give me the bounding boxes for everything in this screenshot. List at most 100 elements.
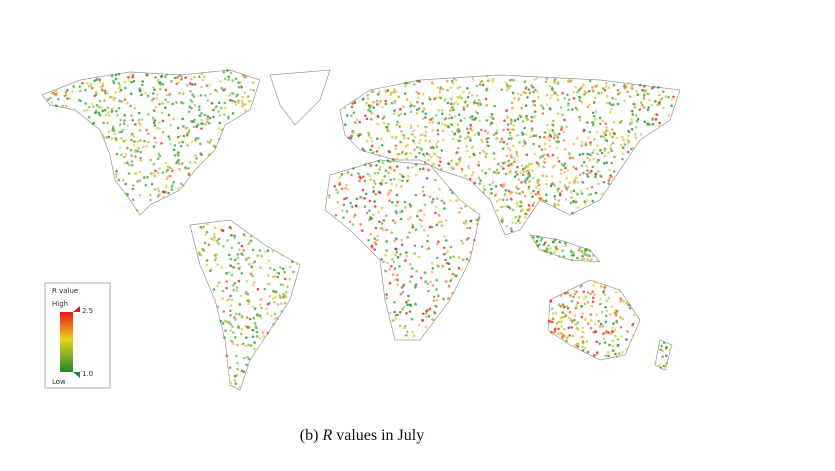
site-dot [354, 121, 357, 124]
site-dot [110, 137, 114, 140]
site-dot [256, 287, 260, 291]
site-dot [417, 255, 421, 259]
site-dot [605, 314, 608, 318]
site-dot [269, 266, 272, 270]
site-dot [524, 91, 528, 95]
site-dot [336, 201, 339, 204]
site-dot [229, 323, 232, 326]
site-dot [582, 290, 586, 294]
site-dot [92, 105, 95, 108]
site-dot [576, 328, 580, 332]
site-dot [221, 289, 225, 293]
site-dot [509, 162, 513, 166]
site-dot [518, 114, 521, 117]
site-dot [651, 117, 655, 120]
site-dot [274, 290, 277, 294]
site-dot [577, 296, 581, 299]
site-dot [571, 334, 574, 338]
site-dot [408, 81, 411, 85]
site-dot [154, 169, 157, 173]
site-dot [124, 152, 128, 156]
site-dot [506, 114, 510, 118]
site-dot [171, 183, 175, 186]
site-dot [232, 266, 235, 269]
site-dot [455, 78, 458, 82]
site-dot [551, 317, 555, 321]
site-dot [508, 171, 512, 175]
site-dot [562, 164, 565, 167]
site-dot [220, 87, 224, 90]
site-dot [634, 103, 638, 106]
site-dot [634, 114, 638, 117]
site-dot [158, 127, 161, 130]
site-dot [489, 192, 492, 195]
site-dot [101, 109, 105, 113]
site-dot [628, 122, 632, 126]
site-dot [592, 114, 596, 118]
site-dot [223, 88, 227, 91]
site-dot [352, 167, 355, 170]
site-dot [130, 154, 133, 157]
site-dot [542, 107, 545, 110]
site-dot [378, 154, 381, 157]
site-dot [460, 207, 463, 210]
site-dot [616, 102, 620, 106]
site-dot [387, 189, 391, 192]
site-dot [377, 146, 381, 150]
site-dot [194, 137, 198, 140]
site-dot [123, 161, 127, 165]
site-dot [164, 88, 168, 92]
site-dot [247, 100, 251, 103]
site-dot [359, 176, 362, 180]
site-dot [652, 85, 656, 89]
site-dot [234, 103, 238, 106]
site-dot [195, 157, 198, 160]
site-dot [555, 247, 558, 251]
site-dot [532, 142, 535, 146]
site-dot [662, 341, 666, 345]
site-dot [499, 140, 502, 143]
site-dot [534, 192, 538, 196]
site-dot [588, 130, 592, 134]
site-dot [519, 93, 523, 97]
site-dot [435, 256, 439, 260]
site-dot [103, 108, 107, 112]
site-dot [553, 134, 557, 137]
site-dot [351, 102, 355, 105]
site-dot [630, 128, 634, 131]
site-dot [662, 106, 665, 110]
site-dot [384, 102, 388, 106]
site-dot [197, 251, 201, 254]
site-dot [562, 130, 565, 134]
site-dot [405, 98, 409, 101]
site-dot [369, 178, 372, 181]
site-dot [395, 184, 398, 187]
site-dot [166, 93, 169, 97]
site-dot [406, 303, 409, 307]
site-dot [237, 101, 240, 104]
site-dot [176, 152, 180, 155]
site-dot [235, 354, 238, 358]
site-dot [158, 103, 161, 106]
site-dot [502, 183, 506, 186]
site-dot [574, 85, 577, 89]
site-dot [530, 129, 534, 133]
site-dot [130, 92, 133, 95]
site-dot [131, 163, 134, 167]
site-dot [509, 137, 513, 140]
site-dot [258, 249, 262, 252]
site-dot [111, 129, 114, 132]
site-dot [87, 116, 91, 119]
site-dot [471, 118, 475, 121]
site-dot [487, 197, 491, 200]
site-dot [158, 154, 162, 158]
site-dot [231, 325, 234, 329]
site-dot [94, 90, 98, 94]
site-dot [233, 374, 237, 378]
site-dot [458, 211, 461, 214]
site-dot [363, 179, 367, 183]
site-dot [595, 161, 599, 164]
site-dot [661, 355, 664, 359]
site-dot [432, 198, 435, 201]
site-dot [342, 216, 345, 219]
